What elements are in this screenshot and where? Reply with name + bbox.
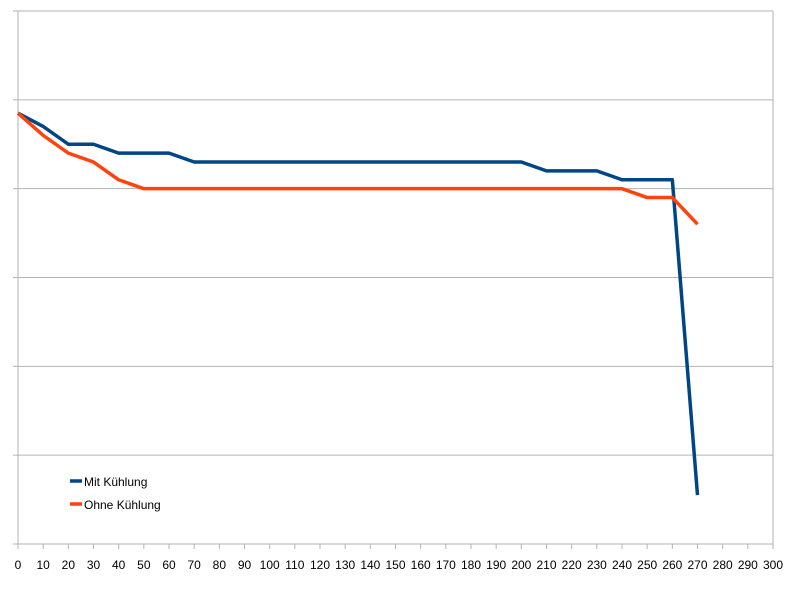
x-tick-label: 230 [587,558,607,572]
x-tick-label: 90 [238,558,252,572]
x-tick-label: 0 [15,558,22,572]
x-tick-label: 180 [461,558,481,572]
series-line-0 [17,111,700,496]
x-tick-label: 140 [360,558,380,572]
x-tick-label: 280 [713,558,733,572]
x-tick-label: 30 [87,558,101,572]
series-lines [16,111,700,496]
x-tick-label: 170 [436,558,456,572]
x-tick-label: 220 [562,558,582,572]
x-tick-label: 110 [285,558,304,572]
x-tick-label: 70 [187,558,201,572]
x-tick-label: 160 [411,558,431,572]
x-tick-label: 150 [385,558,405,572]
x-tick-label: 270 [687,558,707,572]
x-tick-label: 80 [213,558,227,572]
axes [13,10,774,549]
legend-label: Mit Kühlung [84,475,147,489]
x-tick-label: 300 [763,558,783,572]
x-tick-label: 190 [486,558,506,572]
x-tick-label: 250 [637,558,657,572]
x-tick-label: 40 [112,558,126,572]
x-tick-label: 290 [738,558,758,572]
x-tick-label: 200 [511,558,531,572]
x-tick-label: 60 [162,558,176,572]
x-tick-label: 20 [62,558,76,572]
x-tick-label: 260 [662,558,682,572]
x-tick-label: 240 [612,558,632,572]
legend: Mit Kühlung Ohne Kühlung [70,475,161,512]
series-line-1 [16,111,699,226]
x-axis-tick-labels: 0 10 20 30 40 50 60 70 80 90 100 110 120 130 140 150 160… [15,558,784,572]
x-tick-label: 210 [536,558,556,572]
x-tick-label: 130 [335,558,355,572]
x-tick-label: 120 [310,558,330,572]
x-tick-label: 10 [36,558,50,572]
grid-lines [18,10,774,545]
legend-label: Ohne Kühlung [84,498,161,512]
x-tick-label: 100 [260,558,280,572]
x-tick-label: 50 [137,558,151,572]
